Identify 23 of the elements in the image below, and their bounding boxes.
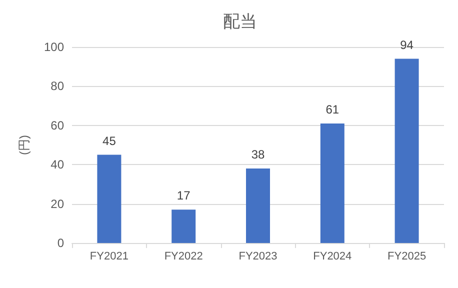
bar (172, 210, 196, 243)
x-tick-label: FY2025 (388, 250, 426, 262)
x-tick-label: FY2021 (90, 250, 128, 262)
y-tick-label: 80 (50, 79, 64, 94)
chart-title: 配当 (223, 12, 257, 31)
data-label: 17 (176, 188, 191, 203)
y-tick-label: 100 (44, 40, 64, 54)
data-label: 94 (400, 38, 414, 52)
x-tick-label: FY2023 (238, 250, 278, 262)
data-label: 38 (251, 148, 265, 162)
data-label: 45 (102, 134, 116, 148)
y-tick-label: 20 (50, 196, 64, 211)
bar (97, 154, 122, 243)
y-axis-title: (円) (17, 135, 31, 155)
data-label: 61 (326, 102, 340, 116)
bar (394, 58, 419, 243)
bar (320, 123, 344, 243)
y-tick-label: 60 (50, 118, 64, 132)
y-tick-label: 40 (50, 158, 64, 172)
bar (246, 168, 270, 243)
x-tick-label: FY2024 (313, 250, 352, 262)
x-tick-label: FY2022 (164, 250, 203, 262)
y-tick-label: 0 (57, 236, 64, 250)
